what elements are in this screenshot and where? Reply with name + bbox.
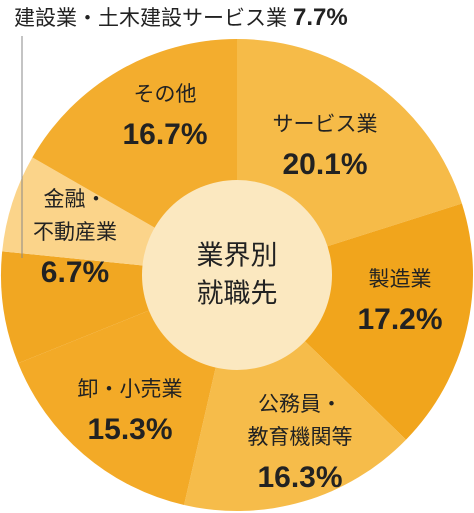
category-label: 公務員・ <box>258 392 342 416</box>
outside-label: 建設業・土木建設サービス業 7.7% <box>14 4 348 31</box>
center-circle <box>142 180 332 370</box>
value-label: 16.7% <box>122 118 207 151</box>
category-label: 製造業 <box>369 267 432 291</box>
center-label: 就職先 <box>197 279 278 310</box>
value-label: 15.3% <box>87 413 172 446</box>
category-label: 金融・ <box>44 187 107 211</box>
value-label: 16.3% <box>257 461 342 494</box>
category-label: 建設業・土木建設サービス業 <box>14 6 287 30</box>
category-label: 卸・小売業 <box>78 377 183 401</box>
category-label: 教育機関等 <box>248 425 353 449</box>
value-label: 7.7% <box>293 4 348 31</box>
center-label: 業界別 <box>197 241 278 272</box>
category-label: 不動産業 <box>33 220 117 244</box>
category-label: サービス業 <box>273 112 378 136</box>
value-label: 20.1% <box>282 148 367 181</box>
value-label: 6.7% <box>41 256 109 289</box>
value-label: 17.2% <box>357 303 442 336</box>
category-label: その他 <box>134 82 197 106</box>
